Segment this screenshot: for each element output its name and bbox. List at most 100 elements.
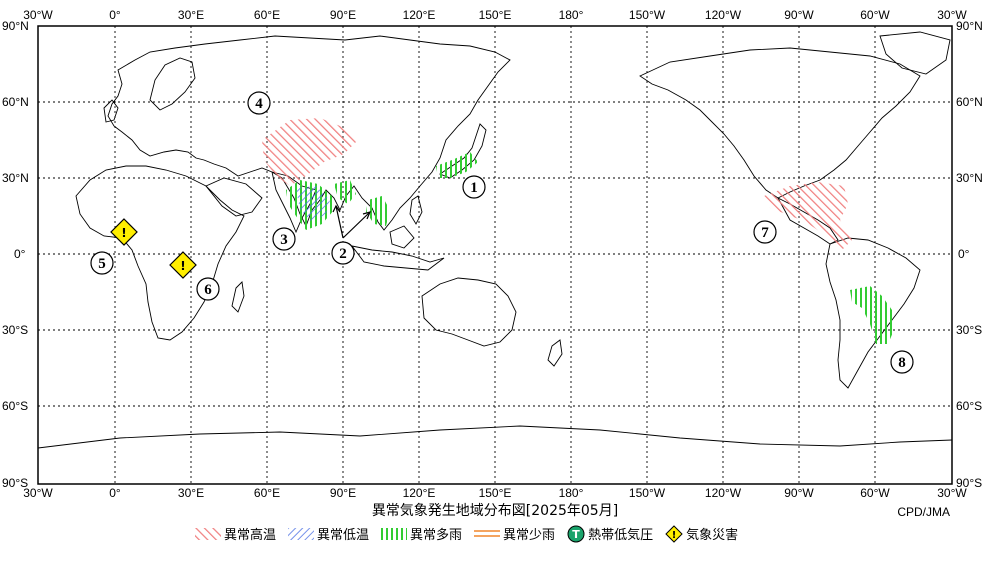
coastline-south-america bbox=[825, 237, 921, 389]
svg-text:30°N: 30°N bbox=[956, 171, 983, 185]
region-wet-myanmar bbox=[334, 180, 356, 204]
region-markers: 1 2 3 4 5 6 7 8 bbox=[90, 91, 914, 374]
region-warm-central-asia bbox=[262, 118, 358, 186]
coastline-uk bbox=[103, 99, 119, 123]
svg-text:0°: 0° bbox=[14, 247, 26, 261]
svg-text:60°W: 60°W bbox=[860, 486, 890, 500]
svg-text:120°W: 120°W bbox=[705, 8, 742, 22]
coastline-newzealand bbox=[547, 339, 563, 367]
legend-item-warm: 異常高温 bbox=[195, 524, 276, 543]
map-frame bbox=[37, 25, 953, 485]
coastline-australia bbox=[421, 277, 517, 347]
coastline-antarctica bbox=[38, 425, 952, 449]
legend: 異常高温 異常低温 異常多雨 異常少雨 T 熱帯低気圧 ! 気象災害 bbox=[195, 524, 750, 543]
coastline-scandinavia bbox=[149, 57, 196, 111]
svg-text:150°E: 150°E bbox=[479, 486, 512, 500]
disaster-icon-east-africa: ! bbox=[169, 251, 197, 279]
legend-item-disaster: ! 気象災害 bbox=[665, 524, 738, 543]
legend-label: 異常高温 bbox=[224, 528, 277, 543]
region-warm-central-america bbox=[764, 182, 852, 252]
svg-text:180°: 180° bbox=[559, 486, 584, 500]
svg-text:60°S: 60°S bbox=[956, 399, 982, 413]
svg-text:60°E: 60°E bbox=[254, 8, 280, 22]
legend-label: 異常低温 bbox=[317, 528, 370, 543]
svg-text:60°S: 60°S bbox=[2, 399, 28, 413]
region-label-2: 2 bbox=[339, 246, 347, 262]
legend-label: 異常多雨 bbox=[410, 528, 463, 543]
svg-text:60°N: 60°N bbox=[956, 95, 983, 109]
region-label-1: 1 bbox=[470, 180, 478, 196]
svg-text:0°: 0° bbox=[109, 486, 121, 500]
svg-text:30°W: 30°W bbox=[23, 486, 53, 500]
legend-label: 異常少雨 bbox=[503, 528, 556, 543]
legend-item-wet: 異常多雨 bbox=[381, 524, 462, 543]
svg-text:60°N: 60°N bbox=[2, 95, 29, 109]
latitude-labels-left: 90°N 60°N 30°N 0° 30°S 60°S 90°S bbox=[2, 19, 29, 490]
region-label-5: 5 bbox=[98, 256, 106, 272]
svg-text:90°W: 90°W bbox=[784, 486, 814, 500]
svg-text:120°E: 120°E bbox=[403, 8, 436, 22]
hatch-green-icon bbox=[381, 527, 408, 540]
region-wet-japan bbox=[436, 152, 478, 178]
svg-text:30°E: 30°E bbox=[178, 8, 204, 22]
legend-label: 気象災害 bbox=[686, 528, 739, 543]
region-wet-south-america bbox=[850, 286, 894, 344]
svg-text:180°: 180° bbox=[559, 8, 584, 22]
region-wet-indochina bbox=[366, 196, 390, 226]
svg-text:30°W: 30°W bbox=[937, 8, 967, 22]
coastline-indonesia bbox=[350, 245, 445, 271]
longitude-labels-top: 30°W 0° 30°E 60°E 90°E 120°E 150°E 180° … bbox=[23, 8, 967, 22]
svg-text:30°S: 30°S bbox=[2, 323, 28, 337]
graticule bbox=[38, 26, 952, 484]
hatch-blue-icon bbox=[288, 527, 315, 540]
svg-text:30°E: 30°E bbox=[178, 486, 204, 500]
legend-item-cold: 異常低温 bbox=[288, 524, 369, 543]
svg-text:!: ! bbox=[121, 226, 126, 240]
coastline-north-america bbox=[639, 47, 921, 199]
region-label-8: 8 bbox=[898, 355, 906, 371]
svg-text:90°E: 90°E bbox=[330, 8, 356, 22]
svg-text:!: ! bbox=[180, 259, 185, 273]
latitude-labels-right: 90°N 60°N 30°N 0° 30°S 60°S 90°S bbox=[956, 19, 983, 490]
svg-text:150°W: 150°W bbox=[629, 486, 666, 500]
coastline-madagascar bbox=[231, 281, 245, 313]
disaster-icon-west-africa: ! bbox=[110, 218, 138, 246]
region-label-7: 7 bbox=[761, 225, 769, 241]
tropical-cyclone-icon: T bbox=[567, 525, 585, 542]
svg-text:30°S: 30°S bbox=[956, 323, 982, 337]
region-label-4: 4 bbox=[255, 96, 263, 112]
disaster-icon: ! bbox=[665, 524, 683, 543]
svg-text:T: T bbox=[572, 528, 580, 541]
svg-text:90°N: 90°N bbox=[956, 19, 983, 33]
coastline-borneo bbox=[389, 225, 415, 249]
coastline-greenland bbox=[879, 31, 951, 75]
map-title: 異常気象発生地域分布図[2025年05月] bbox=[371, 503, 619, 519]
svg-text:60°W: 60°W bbox=[860, 8, 890, 22]
svg-text:120°W: 120°W bbox=[705, 486, 742, 500]
hatch-orange-icon bbox=[474, 529, 501, 537]
svg-text:0°: 0° bbox=[109, 8, 121, 22]
svg-text:30°W: 30°W bbox=[937, 486, 967, 500]
region-2-arrows bbox=[332, 204, 372, 239]
legend-item-tropical-cyclone: T 熱帯低気圧 bbox=[567, 524, 653, 543]
world-map: ! ! 1 2 3 4 5 6 7 8 30°W 0° 30°E 60°E 90… bbox=[2, 8, 983, 500]
region-label-3: 3 bbox=[280, 232, 288, 248]
svg-text:90°S: 90°S bbox=[956, 476, 982, 490]
coastline-arabia bbox=[205, 177, 263, 217]
svg-text:!: ! bbox=[672, 530, 677, 541]
longitude-labels-bottom: 30°W 0° 30°E 60°E 90°E 120°E 150°E 180° … bbox=[23, 486, 967, 500]
credit-label: CPD/JMA bbox=[897, 505, 950, 519]
svg-text:90°N: 90°N bbox=[2, 19, 29, 33]
svg-text:150°W: 150°W bbox=[629, 8, 666, 22]
svg-text:30°N: 30°N bbox=[2, 171, 29, 185]
hatch-red-icon bbox=[195, 527, 221, 540]
region-label-6: 6 bbox=[204, 282, 212, 298]
svg-text:30°W: 30°W bbox=[23, 8, 53, 22]
region-wet-cold-india bbox=[286, 180, 334, 230]
svg-text:0°: 0° bbox=[958, 247, 970, 261]
svg-text:90°E: 90°E bbox=[330, 486, 356, 500]
svg-text:60°E: 60°E bbox=[254, 486, 280, 500]
svg-text:90°W: 90°W bbox=[784, 8, 814, 22]
svg-text:150°E: 150°E bbox=[479, 8, 512, 22]
svg-text:90°S: 90°S bbox=[2, 476, 28, 490]
